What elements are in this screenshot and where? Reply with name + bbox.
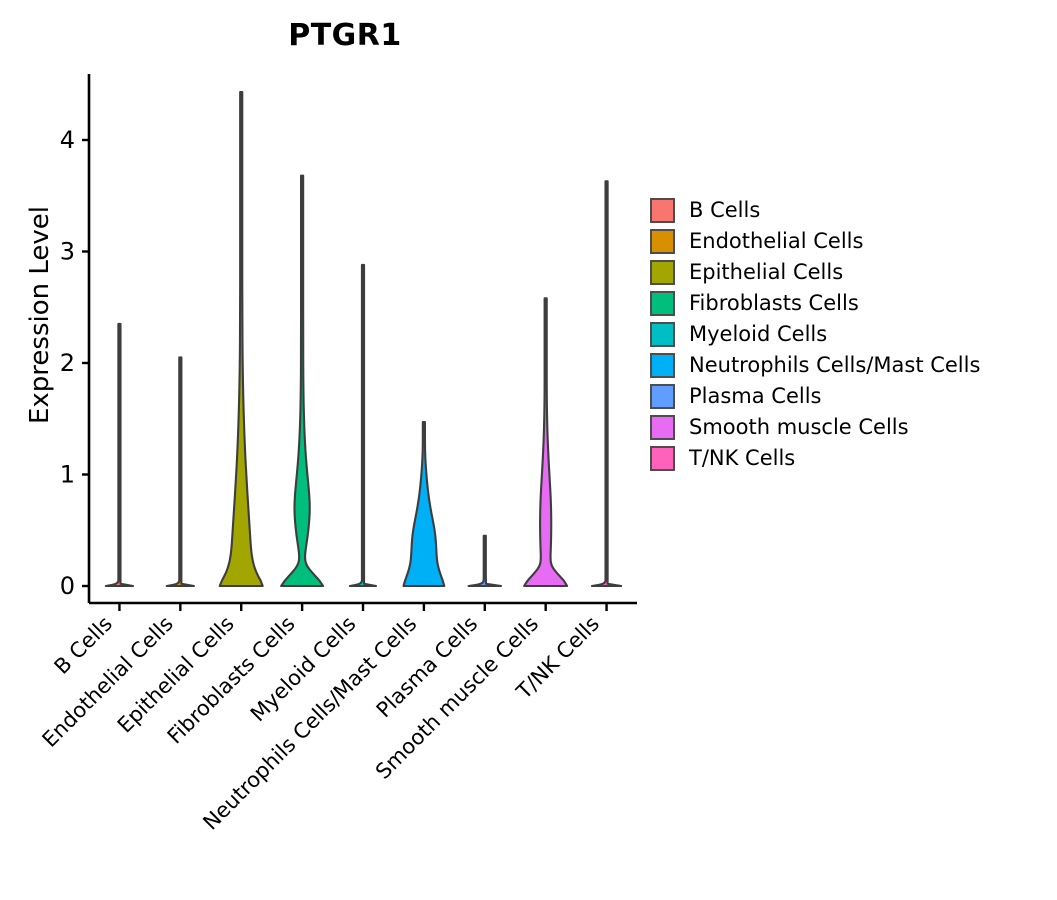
legend-item[interactable]: Neutrophils Cells/Mast Cells [650, 350, 980, 381]
page-title: PTGR1 [288, 18, 402, 53]
y-tick-labels: 0 1 2 3 4 [60, 126, 75, 600]
legend: B Cells Endothelial Cells Epithelial Cells… [650, 195, 980, 474]
violin-shape[interactable] [402, 421, 446, 588]
legend-color-swatch [650, 446, 675, 471]
legend-item[interactable]: Smooth muscle Cells [650, 412, 980, 443]
legend-item-label: Neutrophils Cells/Mast Cells [689, 353, 981, 377]
legend-color-swatch [650, 198, 675, 223]
legend-color-swatch [650, 415, 675, 440]
legend-item[interactable]: Endothelial Cells [650, 226, 980, 257]
legend-color-swatch [650, 353, 675, 378]
x-tick-label: Myeloid Cells [246, 612, 361, 727]
legend-item[interactable]: Myeloid Cells [650, 319, 980, 350]
legend-color-swatch [650, 260, 675, 285]
legend-color-swatch [650, 291, 675, 316]
legend-color-swatch [650, 384, 675, 409]
legend-item-label: B Cells [689, 198, 761, 222]
violin-shape[interactable] [104, 322, 135, 588]
legend-item[interactable]: Plasma Cells [650, 381, 980, 412]
legend-item-label: T/NK Cells [689, 446, 796, 470]
violin-shape[interactable] [218, 91, 264, 588]
violin-shape[interactable] [590, 180, 623, 588]
violin-shape[interactable] [348, 263, 378, 588]
violin-shape[interactable] [280, 174, 325, 588]
y-tick-label: 0 [60, 572, 75, 600]
violin-shape[interactable] [165, 356, 195, 588]
legend-item[interactable]: B Cells [650, 195, 980, 226]
legend-item[interactable]: Epithelial Cells [650, 257, 980, 288]
legend-color-swatch [650, 322, 675, 347]
violin-shape[interactable] [467, 534, 503, 588]
legend-item-label: Myeloid Cells [689, 322, 828, 346]
legend-item[interactable]: Fibroblasts Cells [650, 288, 980, 319]
y-tick-label: 4 [60, 126, 75, 154]
y-tick-label: 2 [60, 349, 75, 377]
axes-layer [82, 74, 637, 611]
y-tick-label: 3 [60, 238, 75, 266]
legend-item-label: Epithelial Cells [689, 260, 844, 284]
legend-item-label: Fibroblasts Cells [689, 291, 859, 315]
y-tick-label: 1 [60, 461, 75, 489]
violin-shape[interactable] [523, 297, 569, 588]
legend-item-label: Smooth muscle Cells [689, 415, 909, 439]
violins-layer [104, 91, 623, 588]
legend-item-label: Plasma Cells [689, 384, 822, 408]
legend-color-swatch [650, 229, 675, 254]
legend-item-label: Endothelial Cells [689, 229, 864, 253]
legend-item[interactable]: T/NK Cells [650, 443, 980, 474]
